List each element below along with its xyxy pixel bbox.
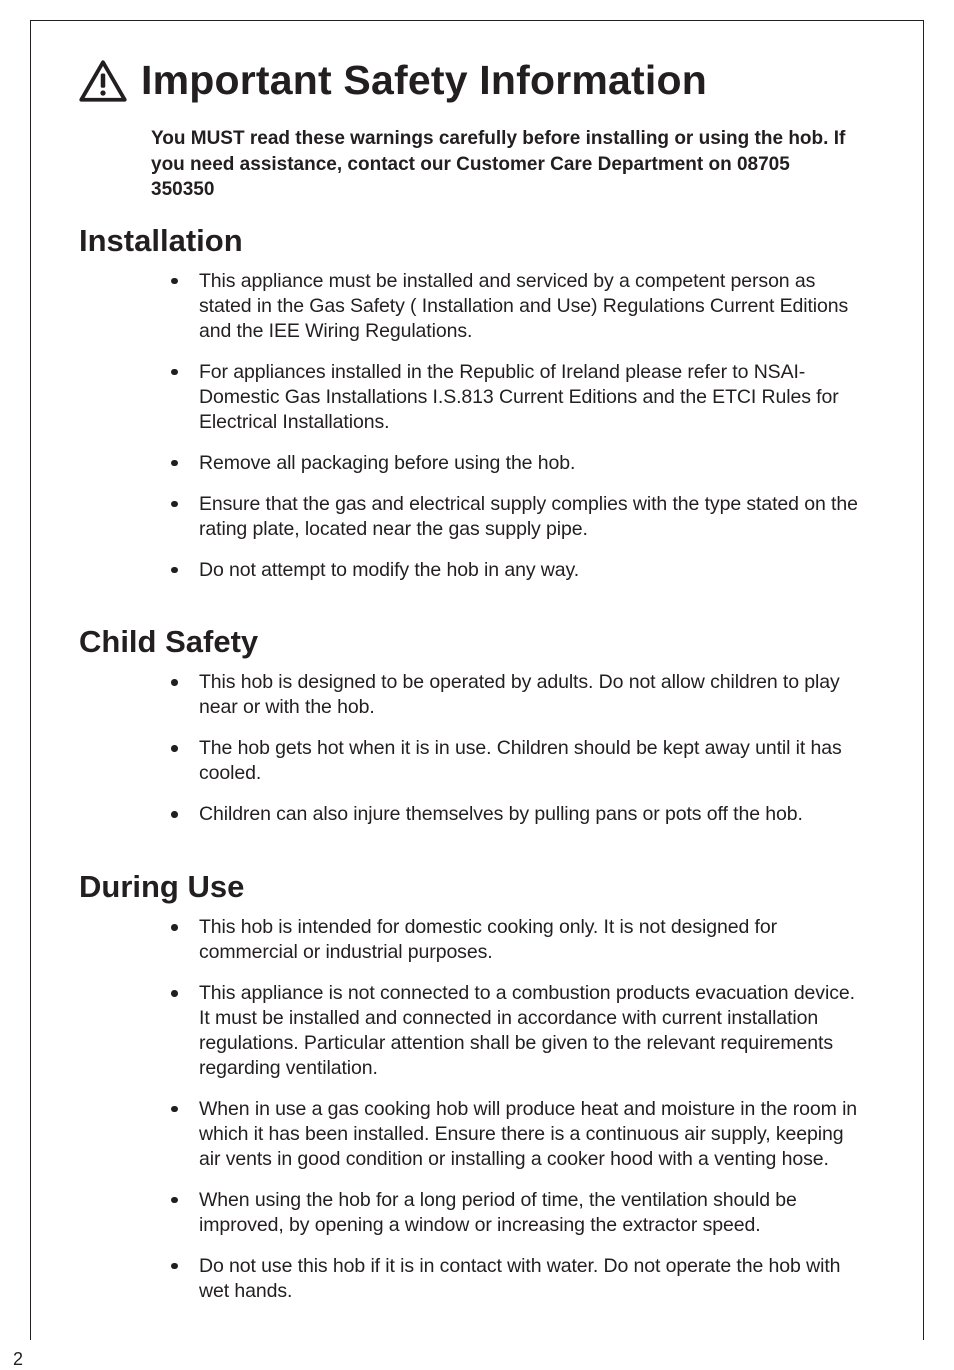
list-item: Do not use this hob if it is in contact … xyxy=(171,1254,865,1304)
list-item: For appliances installed in the Republic… xyxy=(171,360,865,435)
during-use-list: This hob is intended for domestic cookin… xyxy=(171,915,865,1303)
list-item: This hob is intended for domestic cookin… xyxy=(171,915,865,965)
warning-triangle-icon xyxy=(79,59,127,103)
list-item: Remove all packaging before using the ho… xyxy=(171,451,865,476)
list-item: This appliance must be installed and ser… xyxy=(171,269,865,344)
list-item: Children can also injure themselves by p… xyxy=(171,802,865,827)
list-item: The hob gets hot when it is in use. Chil… xyxy=(171,736,865,786)
section-heading-installation: Installation xyxy=(79,223,875,259)
installation-list: This appliance must be installed and ser… xyxy=(171,269,865,583)
title-row: Important Safety Information xyxy=(79,57,875,104)
list-item: This hob is designed to be operated by a… xyxy=(171,670,865,720)
page-number: 2 xyxy=(13,1349,23,1370)
document-page: Important Safety Information You MUST re… xyxy=(30,20,924,1340)
list-item: Ensure that the gas and electrical suppl… xyxy=(171,492,865,542)
list-item: When using the hob for a long period of … xyxy=(171,1188,865,1238)
child-safety-list: This hob is designed to be operated by a… xyxy=(171,670,865,827)
section-heading-during-use: During Use xyxy=(79,869,875,905)
list-item: When in use a gas cooking hob will produ… xyxy=(171,1097,865,1172)
page-title: Important Safety Information xyxy=(141,57,707,104)
intro-paragraph: You MUST read these warnings carefully b… xyxy=(151,126,857,203)
section-heading-child-safety: Child Safety xyxy=(79,624,875,660)
list-item: This appliance is not connected to a com… xyxy=(171,981,865,1081)
list-item: Do not attempt to modify the hob in any … xyxy=(171,558,865,583)
